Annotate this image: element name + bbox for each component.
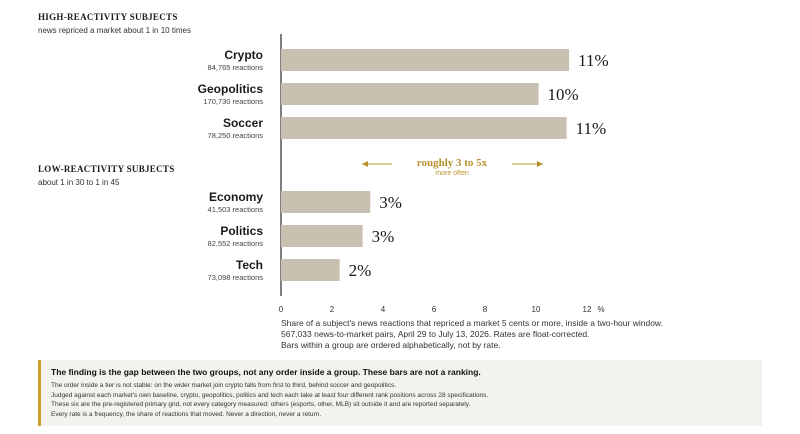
x-tick-label: 2 [330,305,335,314]
high-group-title: HIGH-REACTIVITY SUBJECTS [38,12,178,22]
x-tick-label: 0 [279,305,284,314]
x-unit-label: % [597,305,604,314]
caption-line: Bars within a group are ordered alphabet… [281,340,501,350]
value-label: 11% [578,51,609,70]
high-group-subtitle: news repriced a market about 1 in 10 tim… [38,26,191,35]
x-tick-label: 10 [532,305,541,314]
low-group-subtitle: about 1 in 30 to 1 in 45 [38,178,120,187]
note-line: Judged against each market's own baselin… [51,391,489,399]
x-tick-label: 12 [583,305,592,314]
value-label: 10% [548,85,579,104]
category-subtitle: 84,765 reactions [208,63,264,72]
category-label: Politics [220,224,263,238]
note-title: The finding is the gap between the two g… [51,367,481,377]
category-subtitle: 41,503 reactions [208,205,264,214]
category-label: Soccer [223,116,263,130]
bar [281,259,340,281]
caption-line: 567,033 news-to-market pairs, April 29 t… [281,329,590,339]
note-line: Every rate is a frequency, the share of … [51,410,322,418]
chart-caption: Share of a subject's news reactions that… [281,318,741,351]
note-line: The order inside a tier is not stable: o… [51,382,397,389]
arrow-right-head [537,161,543,167]
bar [281,191,371,213]
value-label: 3% [379,193,402,212]
x-tick-label: 8 [483,305,488,314]
category-label: Geopolitics [198,82,264,96]
caption-line: Share of a subject's news reactions that… [281,318,663,328]
category-subtitle: 82,552 reactions [208,239,264,248]
bar [281,117,567,139]
annotation-main: roughly 3 to 5x [417,157,488,169]
category-label: Crypto [224,48,263,62]
arrow-left-head [362,161,368,167]
bar [281,83,539,105]
category-subtitle: 78,250 reactions [208,131,264,140]
category-subtitle: 170,730 reactions [203,97,263,106]
bar [281,49,570,71]
category-subtitle: 73,098 reactions [208,273,264,282]
value-label: 11% [576,119,607,138]
finding-note: The finding is the gap between the two g… [38,360,762,426]
annotation-sub: more often [435,170,469,177]
bar [281,225,363,247]
x-tick-label: 6 [432,305,437,314]
note-line: These six are the pre-registered primary… [51,401,471,408]
category-label: Tech [236,258,263,272]
value-label: 2% [349,261,372,280]
category-label: Economy [209,190,263,204]
low-group-title: LOW-REACTIVITY SUBJECTS [38,164,175,174]
x-tick-label: 4 [381,305,386,314]
value-label: 3% [372,227,395,246]
